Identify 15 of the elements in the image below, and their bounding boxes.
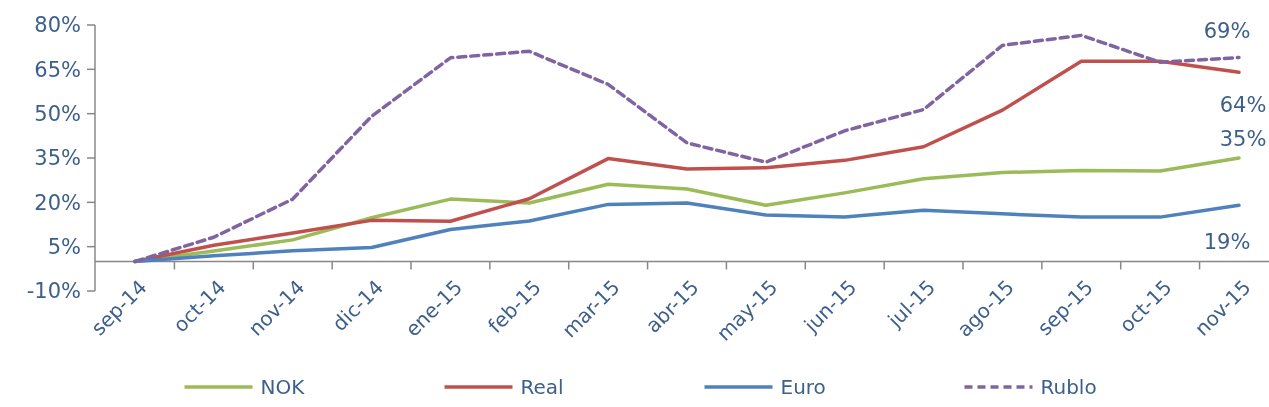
data-label: 19% bbox=[1203, 230, 1251, 255]
legend-label: NOK bbox=[260, 375, 306, 399]
legend-label: Euro bbox=[780, 375, 826, 399]
y-tick-label: 65% bbox=[34, 57, 81, 82]
legend-label: Rublo bbox=[1040, 375, 1097, 399]
legend-label: Real bbox=[520, 375, 564, 399]
data-label: 64% bbox=[1219, 93, 1267, 118]
y-tick-label: 80% bbox=[34, 13, 81, 38]
data-label: 69% bbox=[1203, 18, 1251, 43]
y-tick-label: 5% bbox=[47, 235, 81, 260]
y-tick-label: 50% bbox=[34, 102, 81, 127]
y-tick-label: 20% bbox=[34, 190, 81, 215]
y-tick-label: 35% bbox=[34, 146, 81, 171]
data-label: 35% bbox=[1219, 127, 1267, 151]
y-tick-label: -10% bbox=[26, 279, 81, 304]
